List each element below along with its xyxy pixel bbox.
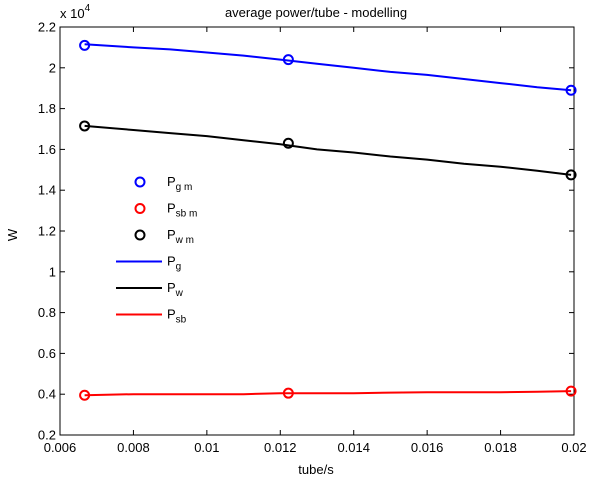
- y-tick-label: 1.8: [38, 101, 56, 116]
- data-point-w-m: [79, 120, 91, 132]
- data-point-sb-m: [79, 389, 91, 401]
- axis-tick-labels: 0.006 0.008 0.01 0.012 0.014 0.016 0.018 0.02 0.…: [38, 20, 587, 456]
- series-line-g: [84, 43, 572, 92]
- x-axis-label: tube/s: [298, 462, 334, 477]
- y-tick-label: 0.2: [38, 428, 56, 443]
- data-point-sb-m: [282, 387, 294, 399]
- y-tick-label: 0.8: [38, 305, 56, 320]
- y-multiplier-exponent: 4: [85, 3, 91, 14]
- legend-entry-sb-m: Psb m: [134, 201, 197, 220]
- y-axis-label: W: [5, 228, 20, 241]
- x-tick-label: 0.012: [264, 440, 297, 455]
- x-tick-label: 0.016: [411, 440, 444, 455]
- legend-entry-g-m: Pg m: [134, 174, 192, 193]
- y-tick-label: 1.2: [38, 224, 56, 239]
- x-tick-label: 0.02: [561, 440, 586, 455]
- data-point-w-m: [565, 169, 577, 181]
- y-multiplier-base: x 10: [60, 6, 85, 21]
- data-point-g-m: [282, 54, 294, 66]
- legend-entry-sb: Psb: [116, 307, 187, 326]
- legend-label: Pg: [167, 254, 181, 273]
- y-tick-label: 0.4: [38, 387, 56, 402]
- series-line-w: [84, 124, 572, 176]
- data-point-g-m: [565, 84, 577, 96]
- legend-label: Psb: [167, 307, 187, 326]
- legend-marker: [134, 176, 146, 188]
- legend-entry-w-m: Pw m: [134, 227, 194, 246]
- y-tick-label: 1.6: [38, 142, 56, 157]
- legend-entry-w: Pw: [116, 280, 184, 299]
- legend-marker: [134, 203, 146, 214]
- y-tick-label: 0.6: [38, 346, 56, 361]
- axis-ticks: [59, 26, 575, 436]
- x-tick-label: 0.014: [337, 440, 370, 455]
- chart-title: average power/tube - modelling: [225, 5, 407, 20]
- x-tick-label: 0.008: [117, 440, 150, 455]
- legend-marker: [134, 229, 146, 241]
- legend-label: Pg m: [167, 174, 192, 193]
- data-point-w-m: [282, 137, 294, 149]
- y-tick-label: 1: [49, 264, 56, 279]
- x-tick-label: 0.01: [194, 440, 219, 455]
- data-point-g-m: [79, 39, 91, 51]
- legend-entry-g: Pg: [116, 254, 181, 273]
- legend-label: Pw: [167, 280, 184, 299]
- y-tick-label: 2: [49, 60, 56, 75]
- x-tick-label: 0.006: [44, 440, 77, 455]
- y-tick-label: 1.4: [38, 183, 56, 198]
- legend-label: Psb m: [167, 201, 197, 220]
- x-tick-label: 0.018: [484, 440, 517, 455]
- series-line-sb: [84, 390, 572, 397]
- legend: Pg m Psb m Pw m Pg Pw Psb: [116, 174, 197, 326]
- y-axis-multiplier: x 104: [60, 3, 91, 21]
- data-point-sb-m: [565, 385, 577, 397]
- y-tick-label: 2.2: [38, 20, 56, 35]
- legend-label: Pw m: [167, 227, 194, 246]
- series-layer: [79, 39, 577, 401]
